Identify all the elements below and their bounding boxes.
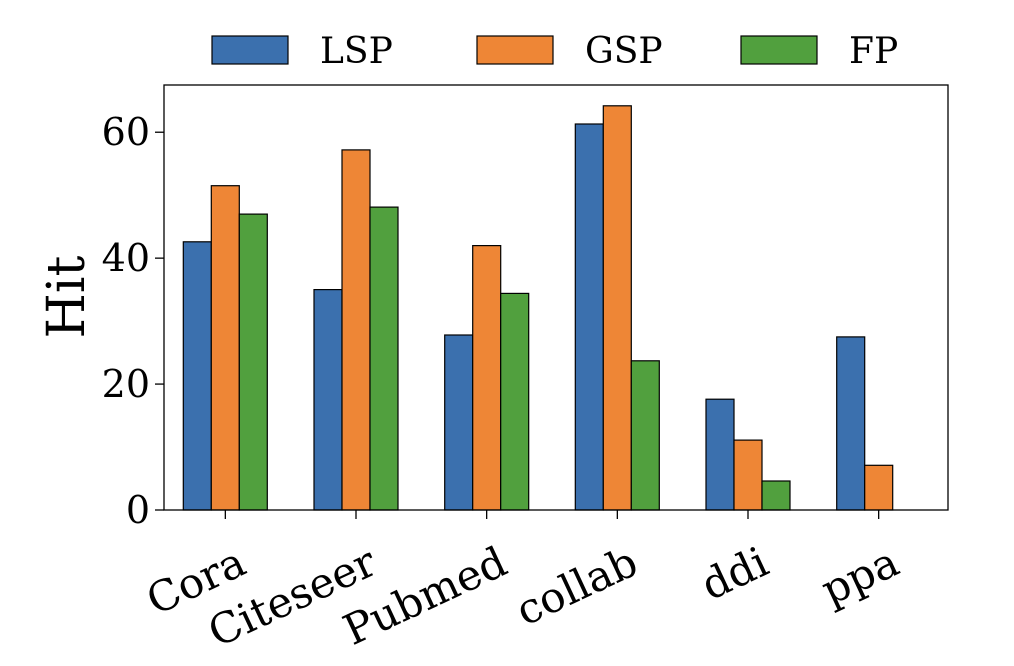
y-axis-label: Hit [37,255,97,338]
bar-fp-cora [238,213,268,511]
y-axis: 0 20 40 60 [102,110,164,532]
bar-lsp-ppa [836,336,866,511]
legend: LSP GSP FP [211,31,898,72]
bar-gsp-ppa [864,464,894,511]
bar-gsp-collab [602,105,632,511]
legend-label-gsp: GSP [585,31,663,72]
bar-gsp-citeseer [341,149,371,511]
y-tick-label: 60 [102,110,150,154]
bar-gsp-pubmed [472,245,502,511]
legend-swatch-lsp [211,35,289,65]
bar-lsp-citeseer [313,289,343,511]
bar-fp-collab [630,360,660,511]
legend-swatch-fp [740,35,818,65]
bar-gsp-ddi [733,439,763,511]
bar-gsp-cora [210,185,240,511]
bar-fp-ddi [761,480,791,511]
bar-lsp-cora [182,241,212,511]
x-tick-label-ddi: ddi [694,537,776,610]
bar-lsp-collab [574,123,604,511]
plot-frame [163,84,949,511]
y-tick-label: 40 [102,236,150,280]
bar-lsp-pubmed [444,334,474,511]
bar-lsp-ddi [705,398,735,511]
x-tick-label-collab: collab [508,537,644,635]
y-tick-label: 0 [126,488,150,532]
legend-swatch-gsp [476,35,554,65]
x-tick-label-ppa: ppa [814,537,906,615]
legend-label-lsp: LSP [320,31,393,72]
y-tick-label: 20 [102,362,150,406]
bars [182,105,894,511]
bar-fp-citeseer [369,206,399,511]
bar-fp-pubmed [500,292,530,511]
legend-label-fp: FP [849,31,898,72]
